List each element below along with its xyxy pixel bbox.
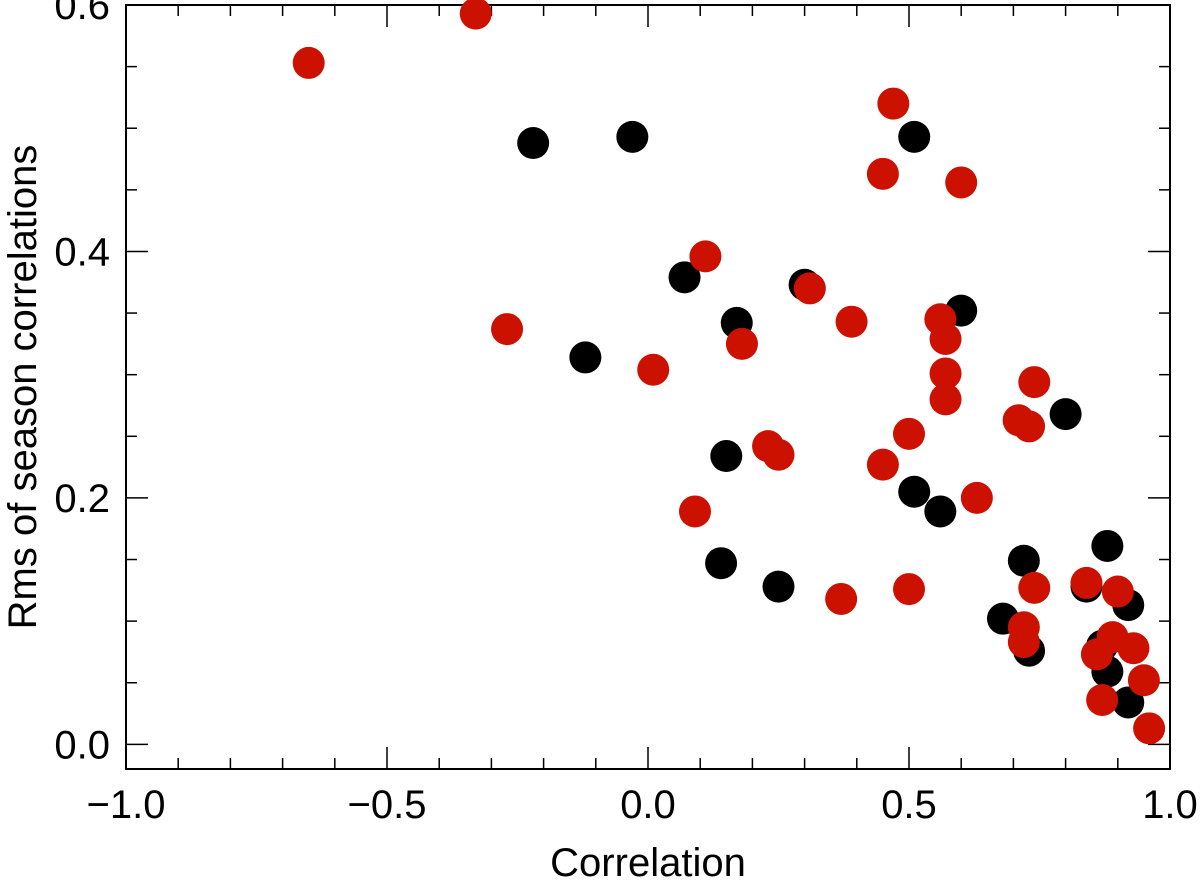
data-point-black	[898, 475, 931, 508]
data-point-red	[725, 327, 758, 360]
data-point-red	[929, 383, 962, 416]
data-point-red	[960, 481, 993, 514]
data-point-red	[893, 417, 925, 450]
data-point-black	[924, 495, 957, 528]
plot-frame	[125, 4, 1171, 770]
data-point-red	[866, 157, 899, 190]
data-point-black	[1007, 544, 1040, 577]
x-tick-label: −1.0	[87, 783, 166, 827]
data-point-red	[1133, 712, 1166, 745]
data-point-black	[898, 120, 931, 153]
data-point-red	[1080, 638, 1113, 671]
data-point-red	[1070, 566, 1103, 599]
data-point-red	[929, 357, 962, 390]
data-point-red	[678, 495, 711, 528]
points-layer	[292, 0, 1166, 745]
data-point-red	[1086, 683, 1119, 716]
data-point-red	[1117, 632, 1150, 665]
x-tick-label: 0.0	[620, 783, 676, 827]
data-point-red	[893, 573, 925, 606]
x-tick-label: −0.5	[348, 783, 427, 827]
data-point-black	[1091, 529, 1124, 562]
data-point-red	[1007, 626, 1040, 659]
y-tick-label: 0.6	[54, 0, 110, 28]
data-point-red	[637, 353, 670, 386]
y-tick-label: 0.0	[54, 723, 110, 767]
data-point-red	[835, 305, 868, 338]
data-point-black	[705, 547, 738, 580]
data-point-black	[1049, 398, 1082, 431]
data-point-red	[292, 46, 325, 79]
data-point-red	[945, 166, 978, 199]
x-tick-label: 0.5	[881, 783, 937, 827]
x-tick-label: 1.0	[1142, 783, 1198, 827]
data-point-black	[616, 120, 649, 153]
data-point-black	[517, 127, 550, 160]
data-point-black	[1112, 686, 1145, 719]
data-point-red	[866, 448, 899, 481]
data-point-red	[1018, 571, 1051, 604]
y-tick-label: 0.2	[54, 477, 110, 521]
data-point-red	[1127, 664, 1160, 697]
data-point-red	[793, 272, 826, 305]
data-point-red	[1018, 366, 1051, 399]
data-point-red	[459, 0, 492, 30]
data-point-red	[929, 322, 962, 355]
data-point-red	[689, 240, 722, 273]
data-point-red	[1013, 410, 1046, 443]
data-point-black	[710, 440, 743, 473]
data-point-red	[762, 438, 795, 471]
data-point-red	[491, 313, 524, 346]
x-axis-label: Correlation	[550, 841, 746, 885]
data-point-black	[668, 261, 701, 294]
data-point-black	[569, 341, 602, 374]
y-tick-label: 0.4	[54, 230, 110, 274]
data-point-red	[825, 582, 858, 615]
data-point-red	[877, 87, 910, 120]
data-point-red	[1101, 575, 1134, 608]
data-point-black	[762, 570, 795, 603]
labels-layer: −1.0 −0.5 0.0 0.5 1.0 0.0 0.2 0.4 0.6	[54, 0, 1197, 827]
y-axis-label: Rms of season correlations	[1, 145, 45, 630]
ticks-layer	[125, 4, 1171, 769]
